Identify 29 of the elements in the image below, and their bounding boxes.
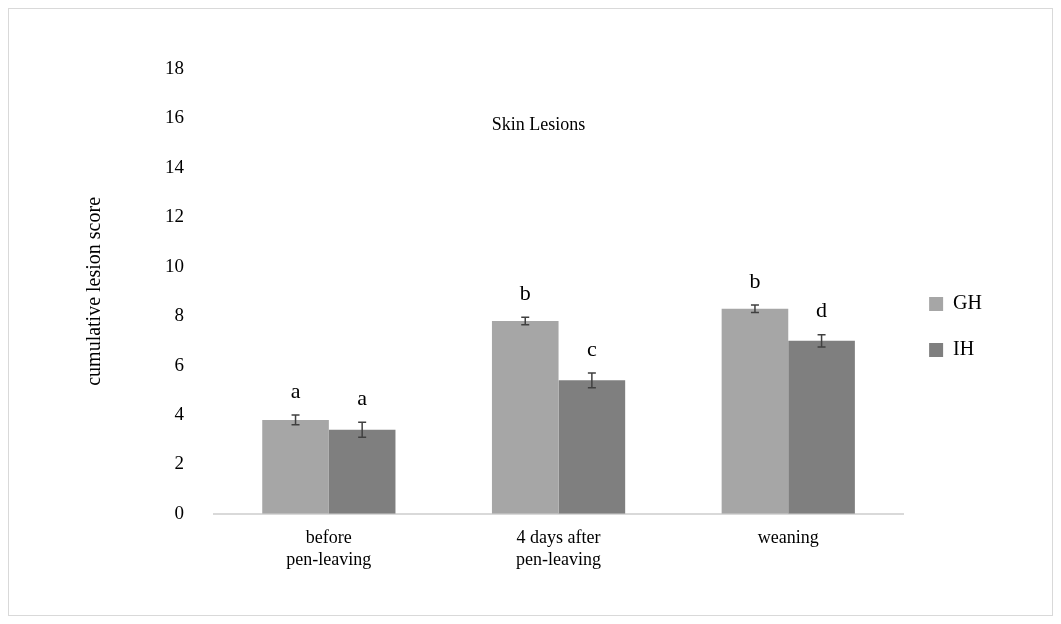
y-tick-label: 2 [174,452,184,474]
y-tick-label: 4 [174,402,185,424]
data-label: b [749,267,761,293]
legend-label: IH [953,337,975,360]
y-tick-label: 14 [165,155,185,177]
x-tick-label: before pen-leaving [286,527,372,569]
bar [721,308,789,514]
x-tick-label: weaning [757,527,819,548]
data-label: d [816,297,828,323]
text: Skin Lesions [491,113,586,134]
y-tick-label: 6 [174,353,184,375]
bar [328,429,396,514]
bar [558,380,626,514]
data-label: b [519,280,531,306]
y-tick-label: 10 [165,254,184,276]
bar [788,340,855,514]
bar [491,321,559,514]
bar [262,419,329,514]
data-label: c [586,335,597,361]
data-label: a [357,385,368,411]
y-axis-title: cumulative lesion score [82,196,105,386]
y-tick-label: 18 [165,56,184,78]
y-tick-label: 0 [174,501,184,523]
y-tick-label: 12 [165,205,184,227]
y-tick-label: 16 [165,106,184,128]
data-label: a [290,377,301,403]
legend-label: GH [953,291,982,314]
y-tick-label: 8 [174,304,184,326]
x-tick-label: 4 days after pen-leaving [516,527,602,569]
